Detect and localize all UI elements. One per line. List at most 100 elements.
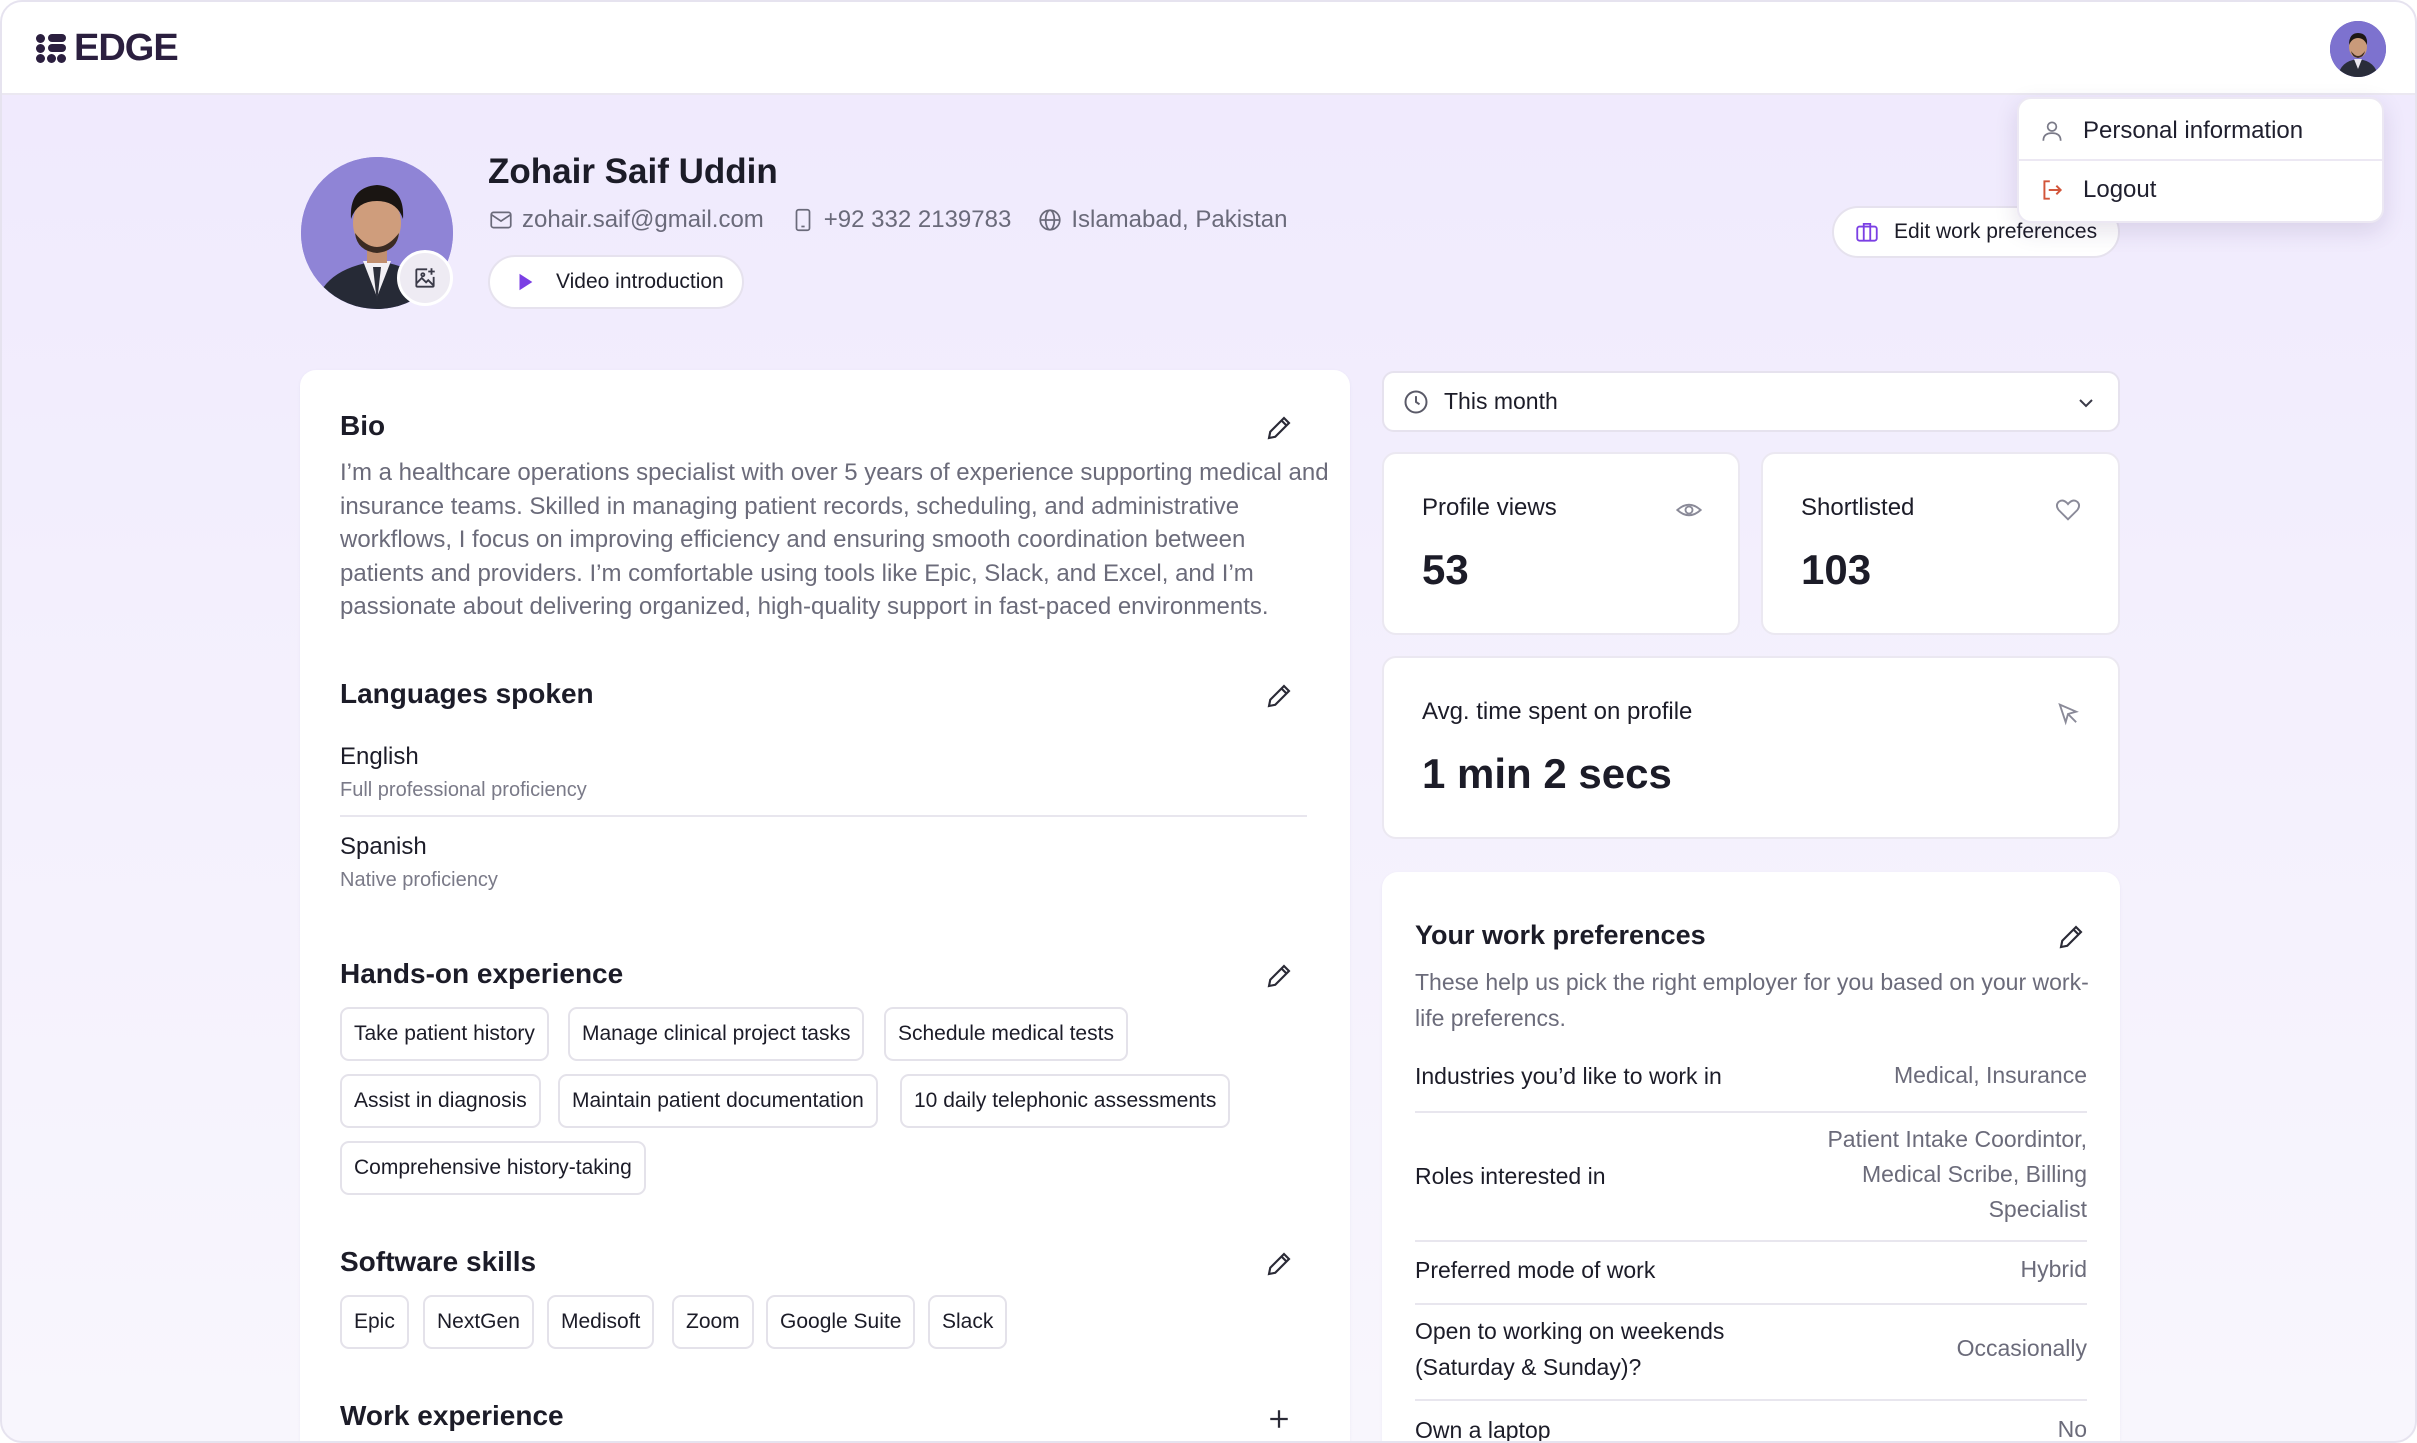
preference-value: Occasionally: [1956, 1335, 2087, 1361]
clock-icon: [1404, 390, 1428, 413]
logout-icon: [2043, 180, 2063, 200]
language-level: Full professional proficiency: [340, 779, 587, 801]
top-bar: EDGE: [2, 2, 2415, 95]
briefcase-icon: [1856, 222, 1878, 242]
logo-icon: [36, 33, 66, 63]
profile-views-card: Profile views 53: [1382, 452, 1740, 635]
avg-time-card: Avg. time spent on profile 1 min 2 secs: [1382, 656, 2120, 839]
image-edit-icon: [415, 268, 435, 288]
menu-item-label: Personal information: [2083, 117, 2304, 144]
language-divider: [340, 815, 1307, 817]
preference-label: Preferred mode of work: [1415, 1257, 1656, 1283]
edit-software-pencil-icon[interactable]: [1264, 1249, 1294, 1279]
language-level: Native proficiency: [340, 869, 498, 891]
preference-label: Own a laptop: [1415, 1417, 1551, 1443]
stat-value: 103: [1801, 546, 1872, 593]
preference-row: Preferred mode of work Hybrid: [1415, 1252, 2087, 1292]
language-name: Spanish: [340, 833, 427, 860]
heart-icon: [2055, 499, 2081, 521]
stat-value: 53: [1422, 546, 1469, 593]
preference-value: Patient Intake Coordintor, Medical Scrib…: [1827, 1126, 2087, 1222]
shortlisted-card: Shortlisted 103: [1761, 452, 2120, 635]
language-item: Spanish Native proficiency: [340, 833, 498, 892]
bio-title: Bio: [340, 410, 386, 441]
eye-icon: [1675, 503, 1703, 517]
menu-item-personal-information[interactable]: Personal information: [2019, 103, 2382, 161]
location-text: Islamabad, Pakistan: [1071, 206, 1288, 233]
user-icon: [2042, 121, 2062, 141]
preference-value: No: [2057, 1416, 2087, 1442]
period-select[interactable]: This month: [1382, 371, 2120, 432]
stat-label: Shortlisted: [1801, 494, 1915, 521]
profile-photo: [301, 157, 453, 309]
play-icon: [519, 273, 533, 291]
globe-icon: [1039, 209, 1061, 231]
preference-divider: [1415, 1240, 2087, 1242]
preference-label: Industries you’d like to work in: [1415, 1063, 1722, 1089]
preference-row: Own a laptop No: [1415, 1412, 2087, 1443]
menu-item-label: Logout: [2083, 176, 2157, 203]
language-name: English: [340, 743, 419, 770]
software-chip: Zoom: [672, 1295, 754, 1349]
experience-chip: Schedule medical tests: [884, 1007, 1128, 1061]
edit-languages-pencil-icon[interactable]: [1264, 681, 1294, 711]
software-chip: NextGen: [423, 1295, 534, 1349]
phone-text: +92 332 2139783: [823, 206, 1012, 233]
stat-value: 1 min 2 secs: [1422, 750, 1672, 797]
user-dropdown-menu: Personal information Logout: [2017, 97, 2384, 223]
software-title: Software skills: [340, 1246, 537, 1277]
experience-chip: Comprehensive history-taking: [340, 1141, 646, 1195]
profile-name: Zohair Saif Uddin: [488, 152, 778, 191]
add-work-experience-plus-icon[interactable]: [1264, 1404, 1294, 1434]
menu-item-logout[interactable]: Logout: [2019, 161, 2382, 219]
period-select-value: This month: [1444, 388, 1558, 414]
avatar-icon: [2330, 21, 2386, 77]
phone-icon: [795, 208, 811, 232]
preference-row: Open to working on weekends (Saturday & …: [1415, 1313, 2087, 1393]
edit-experience-pencil-icon[interactable]: [1264, 961, 1294, 991]
work-preferences-card: Your work preferences These help us pick…: [1382, 872, 2120, 1443]
work-experience-title: Work experience: [340, 1400, 564, 1431]
preference-divider: [1415, 1303, 2087, 1305]
chevron-down-icon: [2079, 399, 2093, 408]
preference-row: Industries you’d like to work in Medical…: [1415, 1058, 2087, 1098]
software-chip: Medisoft: [547, 1295, 655, 1349]
logo[interactable]: EDGE: [36, 27, 179, 69]
contact-info: zohair.saif@gmail.com +92 332 2139783 Is…: [488, 206, 1287, 234]
video-introduction-label: Video introduction: [556, 270, 724, 293]
software-chip: Slack: [928, 1295, 1008, 1349]
experience-chip: Maintain patient documentation: [558, 1074, 878, 1128]
software-chip: Epic: [340, 1295, 409, 1349]
experience-chip: Assist in diagnosis: [340, 1074, 541, 1128]
edit-preferences-pencil-icon[interactable]: [2056, 922, 2086, 952]
user-avatar-button[interactable]: [2330, 21, 2386, 77]
stat-label: Avg. time spent on profile: [1422, 698, 1693, 725]
cursor-icon: [2058, 702, 2079, 726]
change-photo-button[interactable]: [397, 250, 453, 306]
edit-work-preferences-button[interactable]: Edit work preferences: [1832, 206, 2120, 258]
experience-title: Hands-on experience: [340, 958, 624, 989]
profile-details-card: Bio I’m a healthcare operations speciali…: [300, 370, 1350, 1441]
preference-value: Medical, Insurance: [1893, 1062, 2087, 1088]
preferences-subtitle: These help us pick the right employer fo…: [1415, 969, 2089, 1031]
logo-text: EDGE: [74, 26, 179, 69]
edit-bio-pencil-icon[interactable]: [1264, 413, 1294, 443]
preference-value: Hybrid: [2020, 1256, 2087, 1282]
preference-divider: [1415, 1399, 2087, 1401]
bio-text: I’m a healthcare operations specialist w…: [340, 459, 1329, 620]
contact-phone: +92 332 2139783: [790, 206, 1012, 234]
preference-label: Open to working on weekends (Saturday & …: [1415, 1318, 1725, 1380]
video-introduction-button[interactable]: Video introduction: [488, 255, 744, 309]
experience-chip: Manage clinical project tasks: [568, 1007, 865, 1061]
software-chip: Google Suite: [766, 1295, 916, 1349]
contact-location: Islamabad, Pakistan: [1037, 206, 1287, 234]
stat-label: Profile views: [1422, 494, 1557, 521]
edit-work-preferences-label: Edit work preferences: [1894, 220, 2098, 243]
mail-icon: [490, 211, 512, 229]
languages-title: Languages spoken: [340, 678, 594, 709]
email-text: zohair.saif@gmail.com: [522, 206, 764, 233]
preferences-title: Your work preferences: [1415, 920, 1706, 950]
contact-email: zohair.saif@gmail.com: [488, 206, 764, 234]
language-item: English Full professional proficiency: [340, 743, 587, 802]
